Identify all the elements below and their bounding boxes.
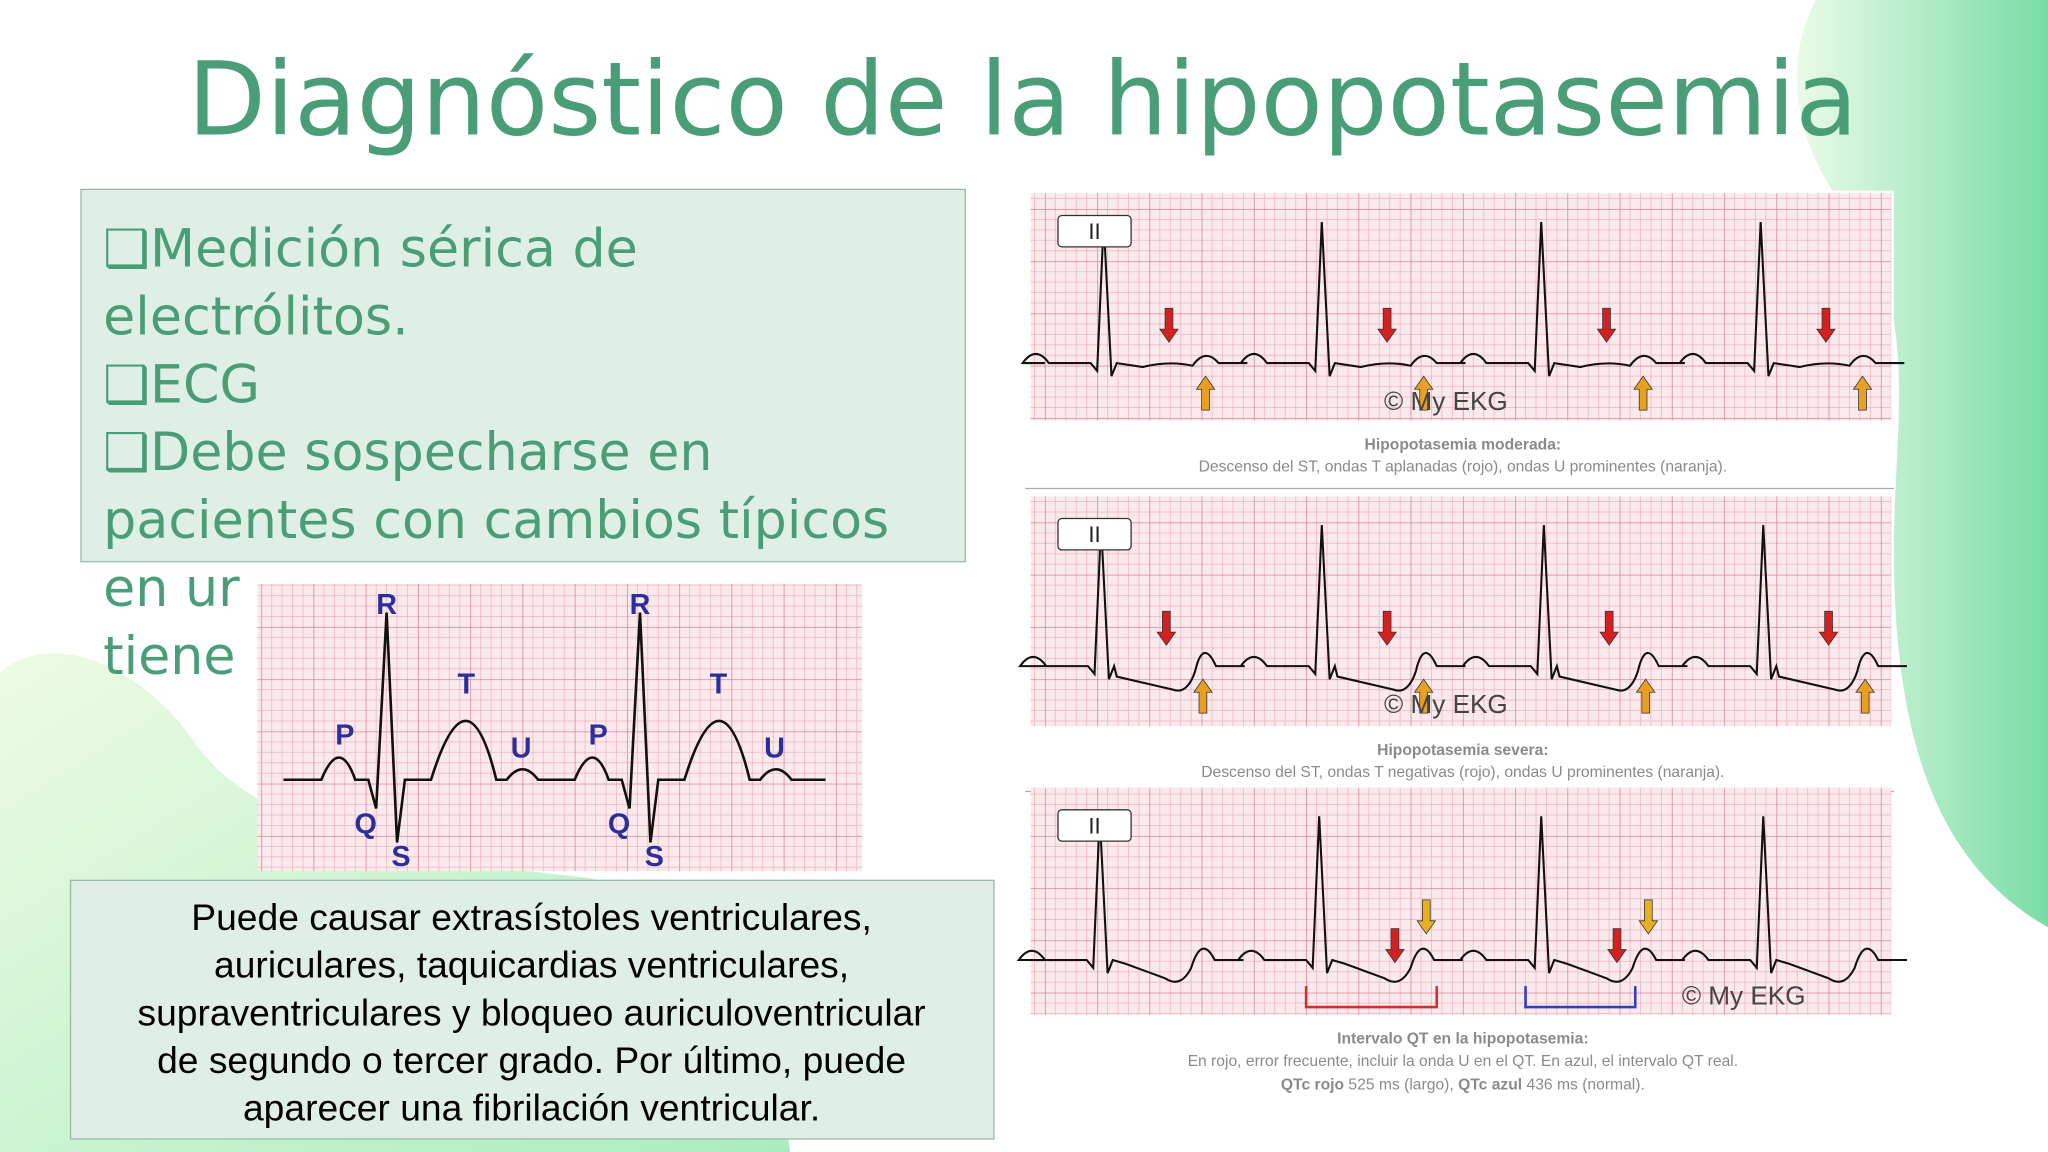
bottom-box xyxy=(69,879,995,1140)
u-wave-arrow xyxy=(1635,678,1656,714)
bullet-list: ❑Medición sérica de electrólitos. ❑ECG ❑Deb… xyxy=(103,219,889,687)
small-ecg-image: R RT TP PU UQ QS S xyxy=(257,583,863,873)
caption-part: 436 ms (normal). xyxy=(1522,1076,1645,1093)
t-wave-arrow xyxy=(1416,899,1437,935)
qt-bracket-blue xyxy=(1524,986,1637,1009)
caption-part: 525 ms (largo), xyxy=(1344,1076,1458,1093)
t-wave-arrow xyxy=(1638,899,1659,935)
lead-box xyxy=(1057,809,1132,842)
wave-label: U xyxy=(764,733,785,765)
bottom-text: Puede causar extrasístoles ventriculares… xyxy=(137,896,925,1129)
ecg-trace xyxy=(1018,525,1907,692)
caption: En rojo, error frecuente, incluir la ond… xyxy=(1188,1053,1739,1070)
ecg-trace xyxy=(1020,221,1905,377)
bottom-line: supraventriculares y bloqueo auriculoven… xyxy=(137,991,925,1033)
wave-label: S xyxy=(645,841,664,873)
t-wave-arrow xyxy=(1599,610,1620,646)
u-wave-arrow xyxy=(1193,678,1213,714)
t-wave-arrow xyxy=(1159,307,1179,343)
wave-label: T xyxy=(458,669,476,701)
watermark: © My EKG xyxy=(1384,386,1508,416)
left-box xyxy=(80,188,966,563)
caption: Descenso del ST, ondas T negativas (rojo… xyxy=(1201,764,1724,781)
caption-part: QTc azul xyxy=(1458,1076,1522,1093)
wave-label: S xyxy=(391,841,410,873)
lead-box xyxy=(1057,214,1132,248)
ecg-grid xyxy=(257,583,863,872)
bullet-line: ❑ECG xyxy=(103,355,260,415)
u-wave-arrow xyxy=(1852,375,1873,411)
ecg-trace xyxy=(1016,816,1907,983)
caption-values: QTc rojo 525 ms (largo), QTc azul 436 ms… xyxy=(1281,1076,1645,1093)
u-wave-arrow xyxy=(1633,375,1653,411)
lead-box xyxy=(1057,517,1132,551)
watermark: © My EKG xyxy=(1384,689,1508,719)
wave-label: P xyxy=(589,719,608,751)
wave-label: Q xyxy=(608,808,630,840)
t-wave-arrow xyxy=(1385,928,1405,964)
caption: Descenso del ST, ondas T aplanadas (rojo… xyxy=(1199,459,1728,476)
bullet-line: electrólitos. xyxy=(103,287,409,347)
lead-label: II xyxy=(1088,522,1100,547)
watermark: © My EKG xyxy=(1682,980,1806,1010)
bullet-line: pacientes con cambios típicos xyxy=(103,491,889,551)
wave-label: R xyxy=(376,589,397,621)
bullet-line: en ur xyxy=(103,559,240,619)
slide-title: Diagnóstico de la hipopotasemia xyxy=(188,41,1858,160)
bottom-line: de segundo o tercer grado. Por último, p… xyxy=(157,1039,906,1081)
qt-bracket-red xyxy=(1304,986,1439,1009)
t-wave-arrow xyxy=(1377,610,1397,646)
u-wave-arrow xyxy=(1195,375,1216,411)
ecg-grid xyxy=(1030,193,1892,421)
ecg-grid xyxy=(1030,787,1892,1015)
t-wave-arrow xyxy=(1377,307,1397,343)
u-wave-arrow xyxy=(1413,678,1434,714)
wave-label: U xyxy=(511,733,532,765)
t-wave-arrow xyxy=(1818,610,1839,646)
lead-label: II xyxy=(1088,813,1100,838)
u-wave-arrow xyxy=(1855,678,1876,714)
wave-label: P xyxy=(335,719,354,751)
ecg-grid xyxy=(1030,496,1892,727)
ecg-panel-image: II © My EKG Hipopotasemia moderada: Descens… xyxy=(1016,190,1907,1108)
lead-label: II xyxy=(1088,219,1100,244)
t-wave-arrow xyxy=(1596,307,1617,343)
bottom-line: Puede causar extrasístoles ventriculares… xyxy=(191,896,872,938)
bottom-line: auriculares, taquicardias ventriculares, xyxy=(214,944,849,986)
t-wave-arrow xyxy=(1607,928,1627,964)
bg-blob-right xyxy=(1796,0,2048,928)
t-wave-arrow xyxy=(1156,610,1177,646)
bullet-line: tiene xyxy=(103,627,235,687)
wave-label: T xyxy=(710,669,728,701)
wave-label: Q xyxy=(355,808,377,840)
u-wave-arrow xyxy=(1413,375,1434,411)
caption-title: Intervalo QT en la hipopotasemia: xyxy=(1337,1031,1588,1048)
bottom-line: aparecer una fibrilación ventricular. xyxy=(243,1087,820,1129)
ecg-trace xyxy=(283,612,826,843)
caption-part: QTc rojo xyxy=(1281,1076,1344,1093)
caption-title: Hipopotasemia severa: xyxy=(1377,742,1548,759)
t-wave-arrow xyxy=(1816,307,1836,343)
caption-title: Hipopotasemia moderada: xyxy=(1365,436,1562,453)
bullet-line: ❑Medición sérica de xyxy=(103,219,638,279)
wave-label: R xyxy=(630,589,651,621)
bullet-line: ❑Debe sospecharse en xyxy=(103,423,712,483)
